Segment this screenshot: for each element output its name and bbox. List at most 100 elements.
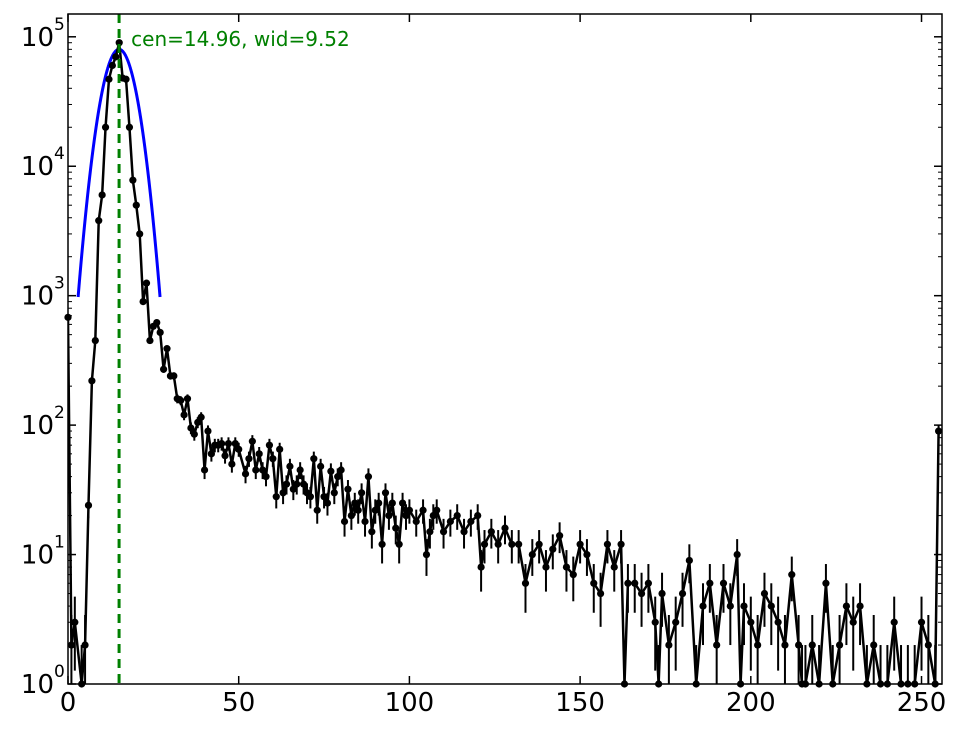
- data-point: [419, 506, 427, 514]
- data-point: [706, 579, 714, 587]
- y-tick-label: 10: [21, 152, 54, 182]
- data-point: [719, 579, 728, 587]
- data-series-layer: [64, 39, 943, 688]
- data-point: [200, 466, 209, 474]
- data-point: [395, 540, 403, 548]
- data-point: [422, 550, 431, 559]
- data-point: [146, 336, 154, 345]
- data-point: [163, 345, 171, 353]
- data-point: [849, 618, 857, 626]
- data-point: [347, 511, 355, 520]
- data-point: [289, 485, 297, 493]
- data-point: [125, 123, 134, 131]
- data-point: [320, 493, 328, 501]
- data-point: [672, 618, 680, 626]
- data-point: [252, 466, 260, 474]
- data-point: [351, 499, 359, 507]
- data-point: [644, 579, 652, 587]
- data-point: [276, 445, 284, 453]
- data-point: [610, 563, 618, 571]
- x-tick-label: 0: [60, 688, 77, 718]
- data-point: [487, 528, 495, 536]
- data-point: [535, 540, 543, 548]
- data-point: [248, 437, 256, 445]
- data-point: [713, 641, 721, 649]
- data-point: [480, 540, 489, 548]
- data-point: [361, 517, 369, 526]
- data-point: [204, 427, 212, 435]
- data-point: [477, 563, 485, 571]
- data-point: [405, 506, 414, 514]
- plot-frame: [67, 13, 943, 685]
- data-point: [402, 511, 410, 520]
- data-point: [81, 641, 89, 649]
- data-point: [398, 499, 407, 507]
- data-point: [378, 540, 386, 548]
- data-point: [603, 540, 612, 548]
- data-point: [180, 411, 188, 419]
- y-tick-label: 10: [21, 541, 54, 571]
- fit-annotation-label: cen=14.96, wid=9.52: [131, 27, 350, 51]
- data-point: [747, 618, 755, 626]
- data-point: [84, 501, 93, 509]
- data-point: [293, 480, 301, 488]
- data-point: [651, 618, 659, 626]
- data-point: [170, 372, 178, 380]
- data-point: [354, 506, 362, 514]
- data-point: [272, 493, 280, 501]
- data-point: [142, 279, 151, 287]
- data-point: [241, 470, 250, 478]
- data-point: [98, 191, 106, 199]
- data-point: [781, 641, 789, 649]
- data-point: [296, 466, 304, 474]
- data-point: [95, 217, 103, 225]
- data-point: [381, 489, 390, 497]
- data-point: [870, 641, 878, 649]
- data-point: [129, 176, 137, 184]
- data-point: [235, 445, 243, 453]
- data-point: [91, 336, 99, 345]
- y-tick-label: 10: [21, 411, 54, 441]
- data-point: [624, 579, 632, 587]
- data-point: [218, 439, 226, 448]
- data-point: [808, 641, 816, 649]
- data-point: [177, 396, 185, 405]
- data-point: [228, 460, 236, 468]
- data-point: [340, 517, 349, 526]
- data-point: [685, 556, 693, 565]
- data-point: [542, 563, 550, 571]
- data-point: [726, 602, 734, 610]
- data-point: [528, 550, 536, 559]
- data-point: [183, 395, 192, 403]
- data-point: [344, 485, 352, 493]
- data-point: [439, 528, 448, 536]
- data-point: [327, 467, 335, 475]
- data-point: [334, 473, 342, 481]
- y-tick-label: 10: [21, 23, 54, 53]
- data-point: [412, 517, 420, 526]
- y-tick-label: 10: [21, 282, 54, 312]
- data-point: [924, 641, 932, 649]
- data-point: [368, 528, 376, 536]
- data-point: [221, 452, 229, 460]
- data-point: [269, 455, 277, 463]
- data-point: [245, 455, 253, 463]
- data-point: [494, 540, 502, 548]
- data-point: [733, 550, 741, 559]
- data-point: [299, 480, 308, 488]
- data-point: [576, 540, 584, 548]
- data-point: [460, 528, 468, 536]
- data-point: [132, 201, 140, 209]
- data-point: [590, 579, 598, 587]
- data-point: [515, 540, 523, 548]
- data-point: [631, 579, 639, 587]
- data-point: [429, 511, 437, 520]
- data-point: [583, 550, 591, 559]
- data-point: [358, 489, 366, 497]
- y-tick-exponent: 2: [54, 403, 65, 423]
- data-point: [101, 123, 110, 131]
- data-point: [822, 579, 830, 587]
- data-point: [842, 602, 851, 610]
- data-point: [255, 450, 263, 458]
- y-tick-label: 10: [21, 670, 54, 700]
